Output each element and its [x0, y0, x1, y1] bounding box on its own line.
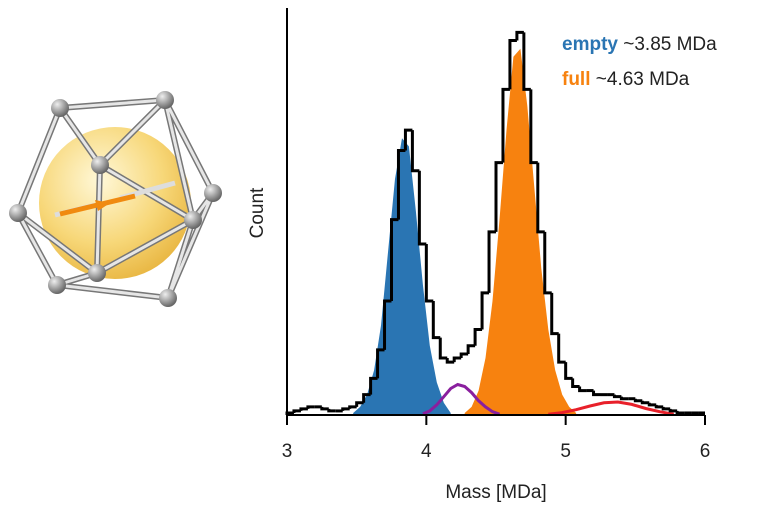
histogram-bin — [369, 376, 378, 395]
histogram-bin — [668, 408, 678, 413]
histogram-bin — [661, 406, 671, 411]
histogram-bin — [417, 170, 427, 246]
legend-name: full — [562, 69, 591, 90]
histogram-bin — [501, 87, 510, 163]
histogram-bin — [564, 362, 573, 380]
histogram-bin — [445, 358, 455, 364]
fit-area — [464, 48, 577, 415]
histogram-bin — [396, 148, 406, 220]
histogram-bin — [536, 162, 545, 234]
histogram-bin — [592, 390, 601, 397]
histogram-bin — [619, 396, 629, 401]
histogram-bin — [633, 398, 643, 403]
x-tick-label: 3 — [282, 441, 293, 462]
histogram-bin — [466, 344, 476, 354]
histogram-bin — [341, 407, 350, 411]
histogram-bin — [459, 352, 469, 359]
legend-annotation: ~3.85 MDa — [623, 34, 717, 55]
histogram-bin — [438, 337, 448, 360]
legend-annotation: ~4.63 MDa — [596, 69, 690, 90]
histogram-bin — [306, 405, 315, 409]
histogram-bin — [320, 406, 329, 411]
histogram-bin — [557, 333, 566, 364]
histogram-bin — [522, 32, 531, 91]
fit-line — [548, 400, 674, 416]
histogram-bin — [383, 299, 392, 350]
legend-entry: full ~4.63 MDa — [562, 69, 690, 90]
histogram-bin — [348, 405, 357, 409]
histogram-bin — [355, 401, 364, 407]
histogram-bin — [403, 128, 413, 151]
histogram-bin — [376, 348, 385, 379]
histogram-bin — [640, 400, 650, 405]
fit-area — [353, 138, 451, 415]
x-tick-label: 5 — [560, 441, 571, 462]
x-tick-label: 6 — [700, 441, 711, 462]
histogram-bin — [292, 409, 301, 413]
histogram-bin — [550, 292, 559, 336]
histogram-bin — [473, 328, 483, 346]
histogram-bin — [647, 402, 657, 407]
histogram-bin — [578, 386, 587, 393]
histogram-bin — [410, 130, 420, 173]
histogram-bin — [508, 39, 517, 90]
histogram-bin — [327, 408, 336, 413]
legend-name: empty — [562, 34, 618, 55]
histogram-bin — [515, 30, 524, 41]
histogram-bin — [654, 404, 664, 409]
capsid-icon — [9, 91, 222, 307]
histogram-bin — [452, 356, 462, 363]
histogram-bin — [480, 291, 490, 330]
histogram-bin — [424, 244, 434, 303]
histogram-bin — [494, 161, 503, 232]
histogram-bin — [675, 410, 685, 415]
fit-line — [422, 382, 501, 416]
histogram-bin — [362, 393, 371, 403]
histogram-bin — [571, 378, 580, 389]
histogram-bin — [390, 218, 399, 302]
x-axis-label: Mass [MDa] — [445, 482, 546, 503]
x-tick-label: 4 — [421, 441, 432, 462]
legend-entry: empty ~3.85 MDa — [562, 34, 717, 55]
histogram-bin — [487, 230, 496, 293]
histogram-bin — [543, 231, 552, 295]
histogram-bin — [612, 394, 622, 399]
histogram-bin — [529, 89, 538, 165]
y-axis-label: Count — [247, 187, 268, 238]
histogram-bin — [431, 301, 441, 340]
histogram-bin — [299, 407, 308, 411]
